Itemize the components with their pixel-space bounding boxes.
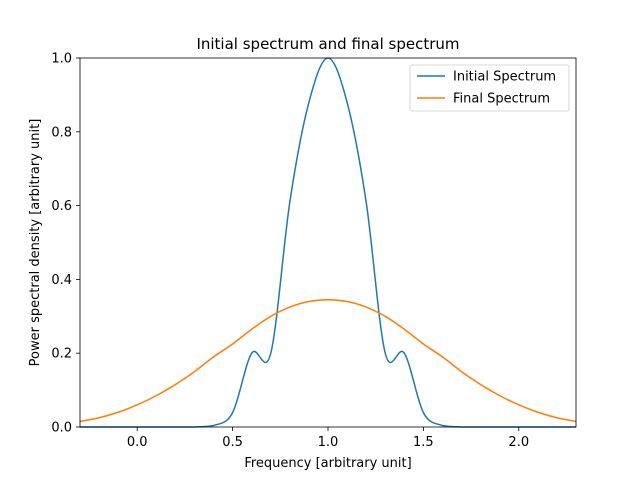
y-axis-label: Power spectral density [arbitrary unit] <box>28 119 43 367</box>
x-tick-label: 0.0 <box>127 435 148 450</box>
y-tick-label: 0.8 <box>51 125 72 140</box>
x-tick-label: 1.5 <box>413 435 434 450</box>
x-axis-ticks: 0.0 0.5 1.0 1.5 2.0 <box>127 427 529 450</box>
y-tick-label: 1.0 <box>51 52 72 67</box>
legend-box <box>409 64 570 112</box>
legend-label-final-spectrum: Final Spectrum <box>453 92 550 107</box>
x-tick-label: 2.0 <box>508 435 529 450</box>
legend: Initial Spectrum Final Spectrum <box>409 64 570 112</box>
y-tick-label: 0.6 <box>51 199 72 214</box>
y-axis-ticks: 0.0 0.2 0.4 0.6 0.8 1.0 <box>51 52 80 436</box>
x-axis-label: Frequency [arbitrary unit] <box>244 456 411 471</box>
y-tick-label: 0.2 <box>51 347 72 362</box>
x-tick-label: 1.0 <box>318 435 339 450</box>
x-tick-label: 0.5 <box>222 435 243 450</box>
plot-background <box>80 58 576 427</box>
chart-title: Initial spectrum and final spectrum <box>196 35 459 53</box>
y-tick-label: 0.4 <box>51 273 72 288</box>
y-tick-label: 0.0 <box>51 421 72 436</box>
plot-area <box>79 57 577 428</box>
legend-label-initial-spectrum: Initial Spectrum <box>453 70 556 85</box>
series-line-final-spectrum <box>79 298 577 423</box>
